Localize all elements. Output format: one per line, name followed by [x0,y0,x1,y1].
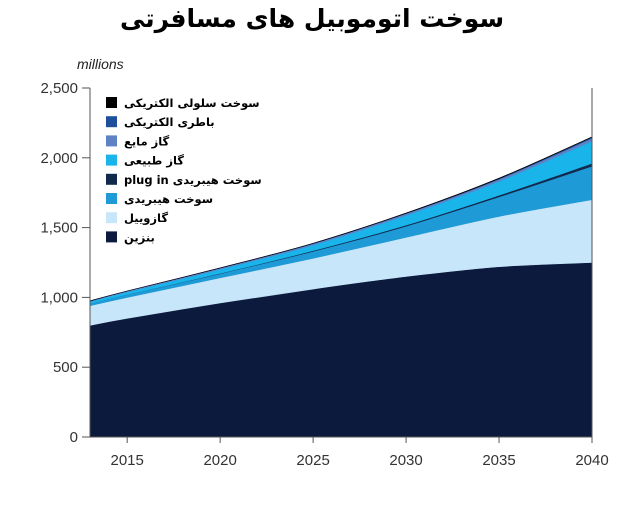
legend-swatch [106,135,117,147]
legend-swatch [106,116,117,128]
x-tick-label: 2040 [575,452,608,469]
x-tick-label: 2035 [482,452,515,469]
legend-label: باطری الکتریکی [124,115,215,129]
legend-swatch [106,231,117,243]
legend-label: گازوییل [124,211,168,226]
x-tick-label: 2025 [296,452,329,469]
x-tick-label: 2020 [203,452,236,469]
y-tick-label: 0 [70,429,78,446]
legend-swatch [106,154,117,166]
y-tick-label: 1,000 [40,289,78,306]
legend-swatch [106,173,117,185]
y-tick-label: 500 [53,359,78,376]
legend-swatch [106,193,117,204]
legend-label: گاز مایع [124,134,170,148]
legend-label: plug in سوخت هیبریدی [124,173,262,188]
x-tick-label: 2030 [389,452,422,469]
legend-label: گاز طبیعی [124,154,184,168]
y-tick-label: 2,000 [40,150,78,167]
legend: سوخت سلولی الکتریکی باطری الکتریکی گاز مای… [106,96,262,244]
legend-label: بنزین [124,230,155,244]
axes-layer: 0 500 1,000 1,500 2,000 2,500 2015 2020 2025 2030… [40,80,608,469]
legend-label: سوخت هیبریدی [124,192,213,207]
y-unit-label: millions [77,56,124,72]
y-tick-label: 2,500 [40,80,78,97]
legend-swatch [106,212,117,224]
legend-swatch [106,97,117,108]
chart-title: سوخت اتوموبیل های مسافرتی [119,4,505,33]
legend-label: سوخت سلولی الکتریکی [124,96,260,111]
x-tick-label: 2015 [110,452,143,469]
y-tick-label: 1,500 [40,220,78,237]
